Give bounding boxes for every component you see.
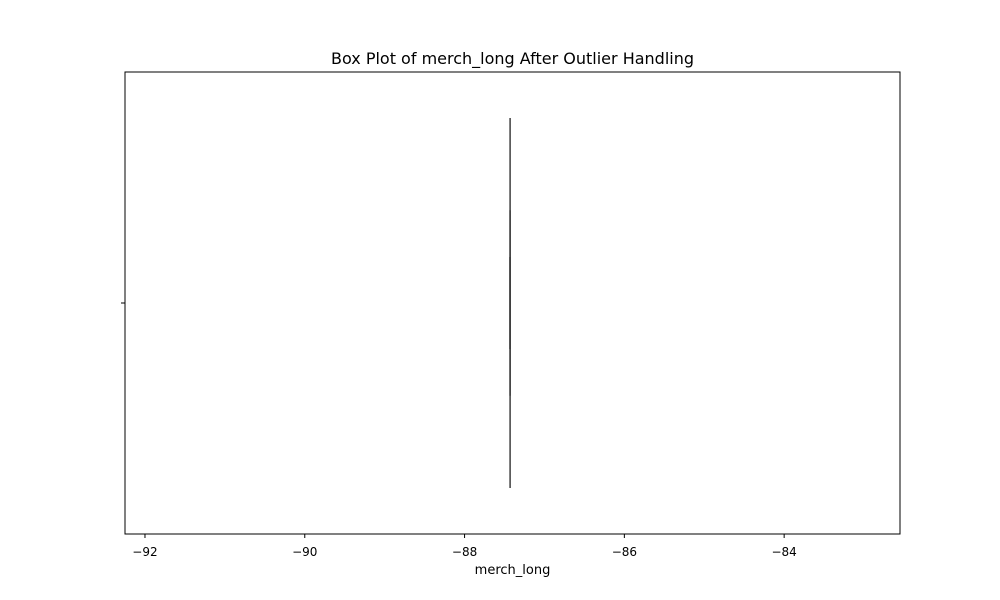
plot-frame	[124, 71, 901, 535]
x-tick-label: −88	[452, 545, 477, 559]
x-axis-label: merch_long	[475, 563, 551, 578]
chart-title: Box Plot of merch_long After Outlier Han…	[331, 49, 694, 69]
x-axis-ticks: −92 −90 −88 −86 −84	[132, 534, 797, 559]
x-tick-label: −90	[292, 545, 317, 559]
x-tick-label: −92	[132, 545, 157, 559]
x-tick-label: −84	[771, 545, 796, 559]
x-tick-label: −86	[612, 545, 637, 559]
